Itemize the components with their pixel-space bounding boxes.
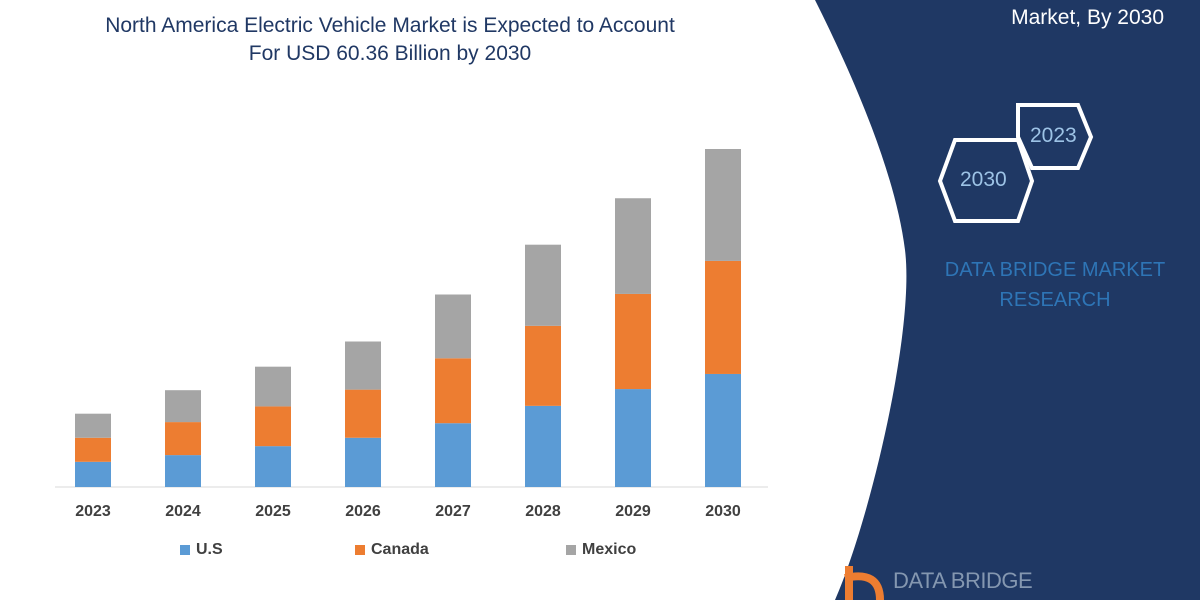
logo-icon xyxy=(844,566,884,600)
brand-line-2: RESEARCH xyxy=(999,289,1111,311)
bar-canada-2027 xyxy=(435,358,471,424)
bar-mexico-2025 xyxy=(255,366,291,407)
legend-item-mexico: Mexico xyxy=(566,541,636,559)
x-tick-label: 2026 xyxy=(345,503,381,520)
x-tick-label: 2027 xyxy=(435,503,471,520)
legend-swatch-mexico xyxy=(566,545,576,555)
bar-us-2027 xyxy=(435,423,471,487)
bar-us-2026 xyxy=(345,437,381,487)
legend-label-mexico: Mexico xyxy=(582,541,637,558)
bar-canada-2029 xyxy=(615,293,651,390)
x-tick-label: 2024 xyxy=(165,503,201,520)
bar-us-2025 xyxy=(255,446,291,487)
bar-canada-2024 xyxy=(165,422,201,456)
legend-item-canada: Canada xyxy=(355,541,429,559)
side-panel xyxy=(815,0,1200,600)
bar-canada-2025 xyxy=(255,406,291,447)
hexagon-2023 xyxy=(1016,103,1094,170)
legend-label-us: U.S xyxy=(196,541,223,558)
chart-title: North America Electric Vehicle Market is… xyxy=(40,12,740,68)
brand-text: DATA BRIDGE MARKET RESEARCH xyxy=(920,255,1190,315)
x-tick-label: 2025 xyxy=(255,503,291,520)
bar-canada-2026 xyxy=(345,389,381,438)
legend-label-canada: Canada xyxy=(371,541,429,558)
legend-item-us: U.S xyxy=(180,541,223,559)
x-tick-label: 2028 xyxy=(525,503,561,520)
bar-mexico-2029 xyxy=(615,198,651,294)
x-tick-label: 2023 xyxy=(75,503,111,520)
brand-line-1: DATA BRIDGE MARKET xyxy=(944,259,1166,281)
bar-canada-2028 xyxy=(525,325,561,406)
bar-canada-2030 xyxy=(705,260,741,374)
bar-us-2024 xyxy=(165,455,201,487)
bar-us-2029 xyxy=(615,389,651,487)
bar-us-2023 xyxy=(75,461,111,487)
logo-text: DATA BRIDGE xyxy=(893,568,1033,593)
bar-canada-2023 xyxy=(75,437,111,462)
bar-mexico-2027 xyxy=(435,294,471,359)
legend-swatch-canada xyxy=(355,545,365,555)
x-tick-label: 2030 xyxy=(705,503,741,520)
side-panel-title: Market, By 2030 xyxy=(1011,6,1164,29)
hex-label-2023: 2023 xyxy=(1030,124,1077,147)
legend-swatch-us xyxy=(180,545,190,555)
bar-mexico-2026 xyxy=(345,341,381,390)
bar-mexico-2024 xyxy=(165,390,201,423)
bar-us-2028 xyxy=(525,405,561,487)
bar-us-2030 xyxy=(705,373,741,487)
bar-mexico-2028 xyxy=(525,244,561,326)
hexagon-2030 xyxy=(937,138,1035,223)
x-tick-label: 2029 xyxy=(615,503,651,520)
hex-label-2030: 2030 xyxy=(960,168,1007,191)
title-line-1: North America Electric Vehicle Market is… xyxy=(105,14,675,37)
bar-mexico-2023 xyxy=(75,413,111,438)
bar-mexico-2030 xyxy=(705,149,741,261)
title-line-2: For USD 60.36 Billion by 2030 xyxy=(248,42,532,65)
